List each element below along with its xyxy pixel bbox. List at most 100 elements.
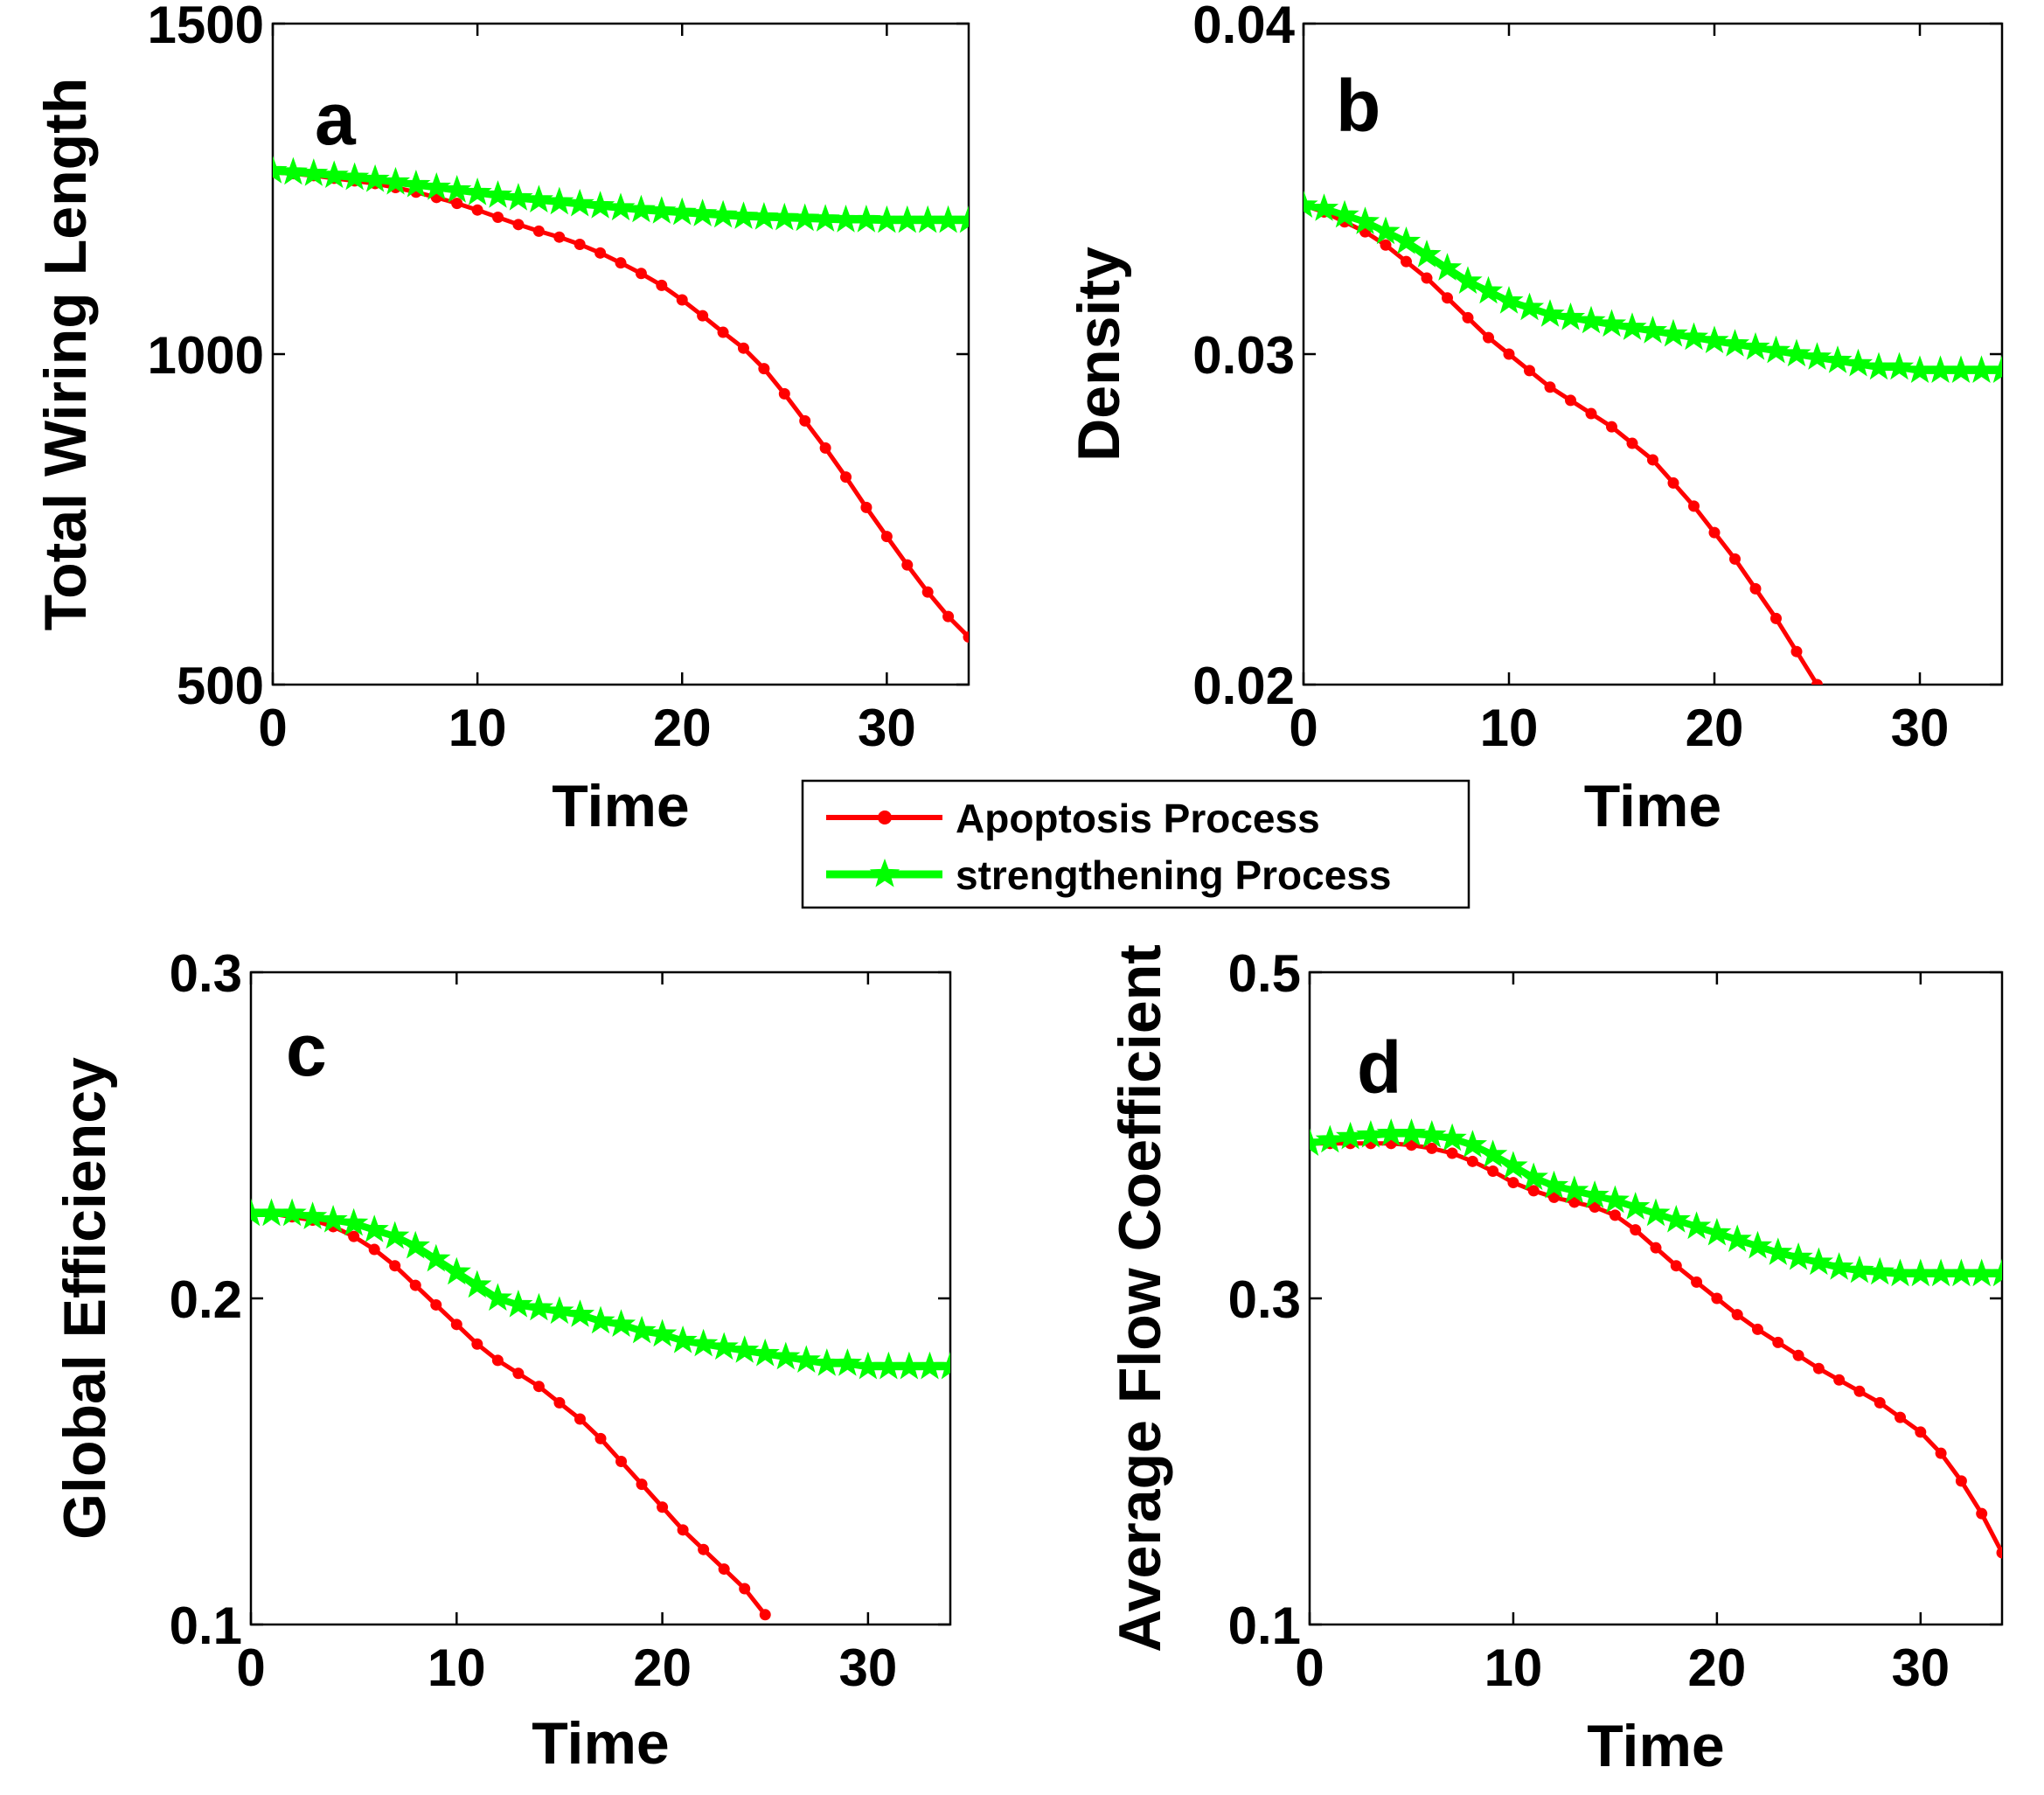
data-point-apoptosis (1976, 1507, 1988, 1520)
data-point-apoptosis (1729, 553, 1741, 565)
data-point-apoptosis (1405, 1139, 1417, 1151)
x-tick-label: 10 (428, 1638, 486, 1697)
data-point-strengthening (626, 194, 657, 223)
data-point-apoptosis (1731, 1309, 1743, 1321)
data-point-strengthening (1560, 1175, 1589, 1204)
data-point-strengthening (1802, 342, 1832, 370)
data-point-strengthening (1823, 345, 1853, 373)
y-tick-label: 0.3 (1228, 1270, 1301, 1329)
x-tick-label: 20 (633, 1638, 692, 1697)
data-point-strengthening (1473, 275, 1504, 304)
data-point-strengthening (1477, 1139, 1508, 1168)
data-point-strengthening (872, 205, 902, 233)
data-point-strengthening (749, 202, 779, 230)
data-point-strengthening (1905, 355, 1935, 383)
x-tick-label: 0 (1295, 1638, 1324, 1697)
data-point-strengthening (1761, 335, 1791, 364)
data-point-apoptosis (860, 501, 873, 513)
x-tick-label: 0 (258, 699, 287, 757)
data-point-strengthening (1966, 355, 1997, 383)
data-point-strengthening (524, 1292, 554, 1321)
y-axis-label: Total Wiring Length (32, 78, 99, 631)
data-point-strengthening (1576, 305, 1606, 334)
data-point-apoptosis (676, 294, 688, 306)
data-point-apoptosis (656, 279, 668, 291)
data-point-strengthening (1539, 1170, 1569, 1199)
data-point-strengthening (380, 1221, 410, 1249)
data-point-apoptosis (1585, 407, 1597, 420)
data-point-strengthening (810, 204, 840, 232)
data-point-apoptosis (1630, 1224, 1642, 1236)
data-point-strengthening (647, 1318, 678, 1347)
y-tick-label: 1000 (148, 326, 264, 385)
data-point-strengthening (771, 1341, 801, 1370)
data-point-apoptosis (880, 531, 893, 543)
y-axis-label: Average Flow Coefficient (1107, 944, 1173, 1652)
data-point-strengthening (1432, 253, 1463, 281)
data-point-strengthening (504, 1290, 533, 1318)
data-point-strengthening (359, 1214, 389, 1242)
data-point-apoptosis (1650, 1242, 1662, 1254)
data-point-strengthening (894, 1351, 924, 1380)
y-tick-label: 0.5 (1228, 944, 1301, 1003)
data-point-strengthening (1555, 302, 1586, 330)
data-point-strengthening (873, 1351, 904, 1380)
data-point-strengthening (565, 188, 594, 217)
series-line-apoptosis (1304, 203, 1819, 685)
data-point-apoptosis (697, 310, 709, 322)
plot-area (1310, 1118, 2002, 1559)
data-point-strengthening (687, 198, 718, 226)
axes-box (1308, 971, 2004, 1626)
series-line-strengthening (1304, 201, 2002, 374)
y-tick-label: 1500 (148, 0, 264, 54)
y-tick-label: 0.03 (1192, 326, 1295, 385)
x-tick-label: 0 (1289, 699, 1317, 757)
data-point-strengthening (1514, 292, 1545, 321)
data-point-strengthening (709, 1332, 739, 1360)
axes-box (1302, 22, 2004, 686)
data-point-apoptosis (1811, 678, 1823, 685)
data-point-apoptosis (532, 225, 545, 237)
data-point-strengthening (360, 163, 390, 192)
data-point-strengthening (1987, 355, 2002, 383)
data-point-apoptosis (1626, 437, 1638, 449)
data-point-apoptosis (1647, 454, 1658, 466)
data-point-strengthening (1350, 206, 1380, 234)
data-point-apoptosis (1670, 1260, 1682, 1272)
data-point-apoptosis (471, 204, 483, 216)
data-point-strengthening (339, 162, 370, 191)
data-point-apoptosis (1380, 239, 1392, 251)
data-point-strengthening (1371, 216, 1401, 245)
data-point-apoptosis (512, 1367, 525, 1380)
data-point-strengthening (483, 1283, 513, 1311)
x-tick-label: 20 (1688, 1638, 1747, 1697)
data-point-strengthening (1884, 351, 1915, 380)
data-point-apoptosis (451, 198, 463, 210)
panel-label: c (286, 1009, 327, 1091)
data-point-strengthening (299, 158, 329, 186)
data-point-apoptosis (1790, 645, 1803, 657)
data-point-apoptosis (492, 212, 504, 224)
data-point-apoptosis (717, 326, 729, 338)
y-axis-label: Density (1066, 247, 1132, 462)
data-point-strengthening (1741, 331, 1770, 360)
data-point-apoptosis (1853, 1385, 1866, 1397)
data-point-strengthening (1722, 1224, 1752, 1252)
data-point-apoptosis (677, 1524, 689, 1536)
data-point-apoptosis (1565, 394, 1576, 407)
x-tick-label: 10 (1480, 699, 1539, 757)
data-point-apoptosis (758, 363, 770, 375)
data-point-strengthening (441, 1256, 471, 1285)
data-point-apoptosis (594, 247, 607, 259)
data-point-strengthening (462, 1270, 492, 1298)
data-point-apoptosis (1507, 1177, 1519, 1189)
data-point-apoptosis (1503, 348, 1515, 360)
data-point-strengthening (791, 1345, 821, 1373)
data-point-strengthening (933, 205, 963, 233)
x-tick-label: 20 (653, 699, 712, 757)
data-point-strengthening (1885, 1258, 1915, 1287)
data-point-apoptosis (942, 610, 955, 623)
data-point-apoptosis (553, 1396, 566, 1409)
legend-marker-dot (878, 811, 892, 824)
